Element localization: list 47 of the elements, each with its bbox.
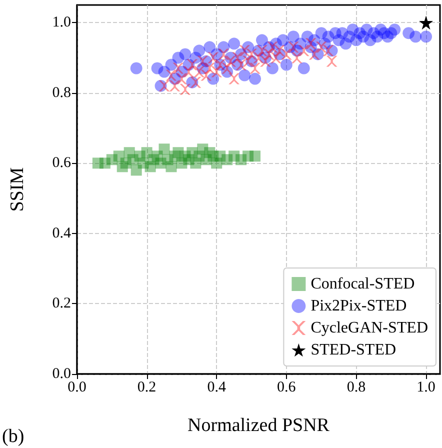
point [322, 45, 334, 56]
point [190, 76, 202, 88]
point [236, 59, 247, 70]
point [228, 73, 240, 84]
point [204, 62, 216, 74]
point [180, 84, 191, 95]
point [250, 150, 261, 162]
point [250, 62, 261, 74]
point [280, 48, 292, 60]
legend-label: STED-STED [310, 342, 396, 358]
point [194, 66, 205, 78]
x-axis-title: Normalized PSNR [188, 415, 330, 436]
point [225, 56, 236, 67]
y-tick-label: 0.0 [52, 366, 71, 382]
point [326, 56, 338, 67]
point [246, 48, 258, 60]
point [158, 144, 170, 155]
y-tick-label: 1.0 [52, 14, 71, 31]
y-tick-label: 0.6 [52, 155, 72, 172]
point [419, 16, 434, 30]
x-tick-label: 0.6 [277, 380, 296, 396]
x-tick-label: 0.0 [68, 380, 86, 396]
legend-label: Pix2Pix-STED [310, 298, 407, 314]
legend-label: Confocal-STED [310, 276, 415, 292]
x-tick-label: 0.4 [207, 380, 226, 396]
y-tick-label: 0.4 [52, 225, 72, 242]
x-tick-label: 0.8 [346, 380, 366, 396]
point [166, 161, 177, 172]
x-tick-label: 1.0 [416, 380, 436, 396]
point [291, 52, 302, 64]
text: (b) [2, 426, 24, 447]
y-tick-label: 0.8 [52, 84, 71, 101]
point [266, 42, 278, 53]
point [169, 80, 180, 92]
point [176, 73, 188, 84]
point [158, 80, 170, 92]
y-tick-label: 0.2 [52, 296, 71, 312]
point [208, 52, 219, 64]
point [239, 45, 250, 56]
point [256, 45, 268, 56]
x-tick-label: 0.2 [137, 380, 156, 396]
y-axis-title: SSIM [7, 167, 28, 212]
legend-label: CycleGAN-STED [310, 320, 428, 336]
point [222, 62, 233, 74]
point [308, 48, 320, 60]
point [274, 45, 285, 56]
point [316, 42, 327, 53]
